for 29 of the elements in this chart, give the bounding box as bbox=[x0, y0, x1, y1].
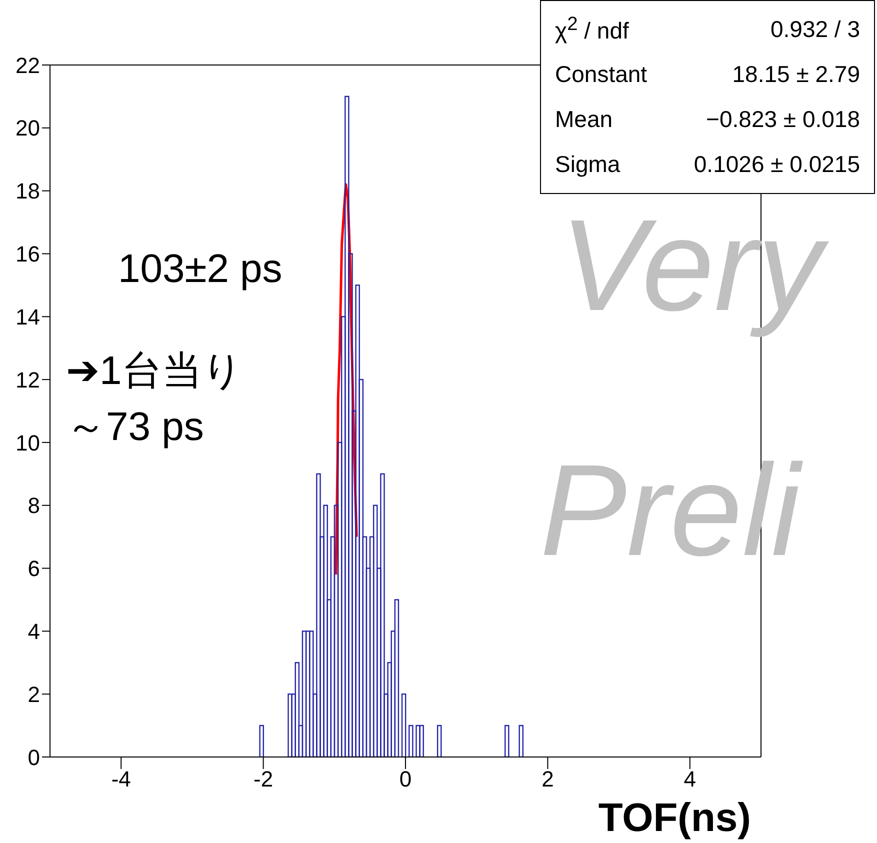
y-tick-label: 12 bbox=[16, 367, 40, 392]
y-tick-label: 18 bbox=[16, 178, 40, 204]
x-tick-label: -2 bbox=[254, 766, 274, 792]
y-tick-label: 20 bbox=[16, 116, 40, 141]
annotation: 0.1026 ± 0.0215 bbox=[694, 151, 860, 178]
annotation: ➔1台当り bbox=[66, 349, 243, 393]
x-axis-title: TOF(ns) bbox=[598, 796, 751, 840]
annotation: Sigma bbox=[555, 151, 620, 178]
annotation: 18.15 ± 2.79 bbox=[732, 61, 860, 88]
annotation: −0.823 ± 0.018 bbox=[706, 106, 860, 133]
x-tick-label: 4 bbox=[684, 766, 696, 792]
x-tick-label: -4 bbox=[111, 766, 131, 792]
text: 0.932 / 3 bbox=[770, 16, 860, 42]
y-tick-label: 10 bbox=[16, 430, 40, 456]
y-tick-label: 4 bbox=[28, 618, 40, 644]
annotation: ～73 ps bbox=[66, 405, 204, 449]
x-tick-label: 2 bbox=[542, 766, 554, 792]
annotation: Mean bbox=[555, 106, 613, 133]
x-tick-label: 0 bbox=[399, 766, 412, 792]
text: χ$^{2}$ / ndf bbox=[555, 14, 629, 44]
annotation: 103±2 ps bbox=[118, 247, 282, 291]
y-tick-label: 2 bbox=[28, 682, 40, 707]
y-tick-label: 16 bbox=[16, 242, 40, 267]
annotation: Constant bbox=[555, 61, 648, 88]
y-tick-label: 0 bbox=[28, 744, 40, 770]
y-tick-label: 14 bbox=[16, 304, 40, 330]
y-tick-label: 22 bbox=[16, 52, 40, 78]
y-tick-label: 6 bbox=[28, 556, 40, 582]
y-tick-label: 8 bbox=[28, 493, 40, 518]
